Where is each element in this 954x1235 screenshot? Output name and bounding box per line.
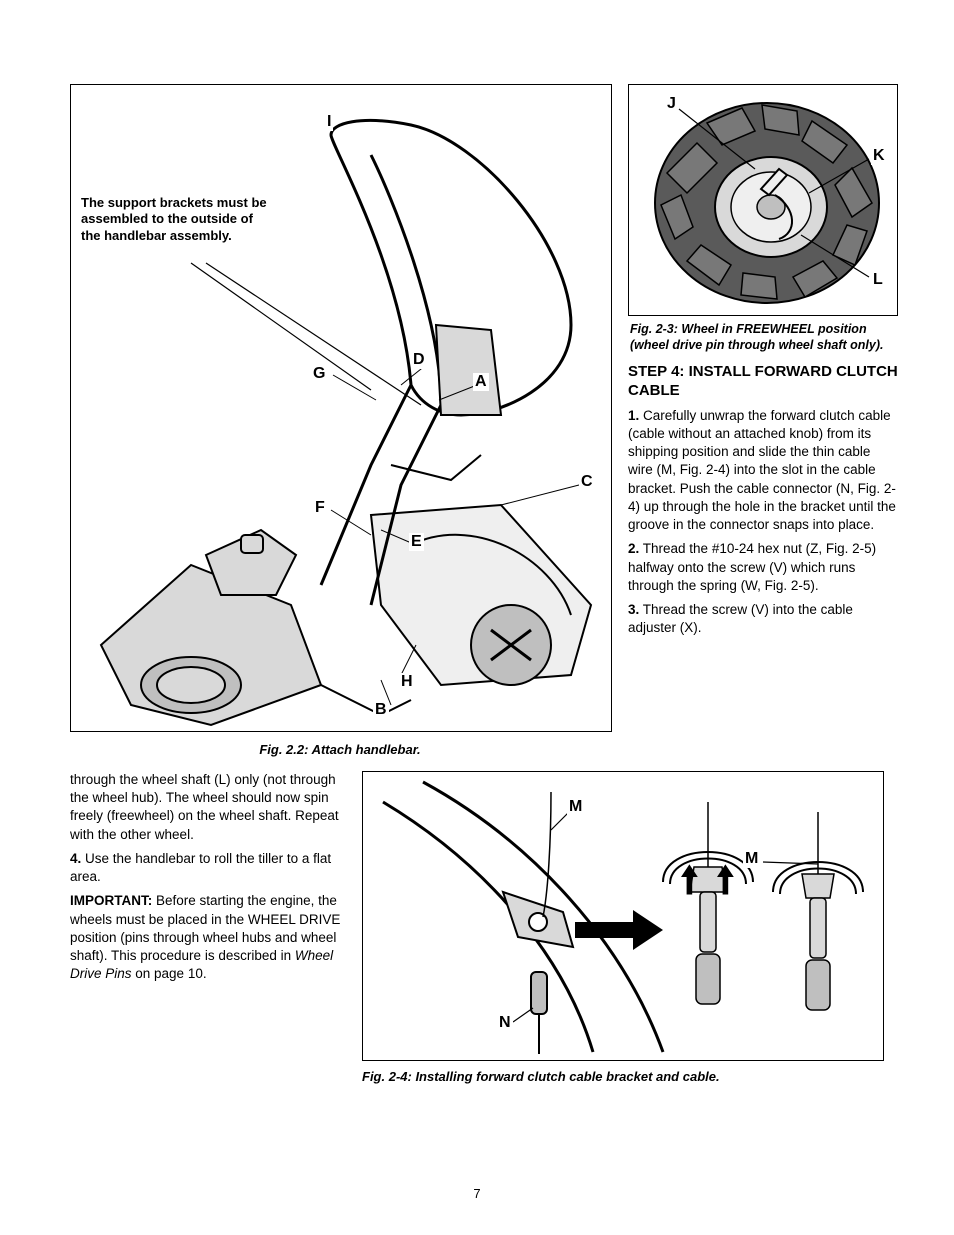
fig24-caption: Fig. 2-4: Installing forward clutch cabl… [362,1069,884,1084]
page-number: 7 [0,1186,954,1201]
clutch-cable-illustration [363,772,883,1060]
fig24-label-M1: M [567,798,584,816]
step4-p2-lead: 2. [628,541,639,556]
step4-p1-body: Carefully unwrap the forward clutch cabl… [628,408,896,532]
fig24-label-M2: M [743,850,760,868]
step4-p2-body: Thread the #10-24 hex nut (Z, Fig. 2-5) … [628,541,876,592]
fig22-label-D: D [411,351,427,369]
fig23-label-L: L [871,271,885,289]
fig22-note: The support brackets must be assembled t… [81,195,271,244]
left-imp-b: on page 10. [132,966,207,981]
fig22-block: The support brackets must be assembled t… [70,84,612,757]
fig22-label-A: A [473,373,489,391]
right-column: J K L Fig. 2-3: Wheel in FREEWHEEL posit… [628,84,898,637]
fig22-label-G: G [311,365,327,383]
manual-page: The support brackets must be assembled t… [0,0,954,1235]
step4-p2: 2. Thread the #10-24 hex nut (Z, Fig. 2-… [628,540,898,595]
left-imp-lead: IMPORTANT: [70,893,152,908]
fig22-label-B: B [373,701,389,719]
fig22-caption: Fig. 2.2: Attach handlebar. [70,742,610,757]
left-p4: 4. Use the handlebar to roll the tiller … [70,850,346,886]
fig24-label-N: N [497,1014,513,1032]
step4-p1: 1. Carefully unwrap the forward clutch c… [628,407,898,535]
left-important: IMPORTANT: Before starting the engine, t… [70,892,346,983]
left-p4-lead: 4. [70,851,81,866]
fig23-label-K: K [871,147,887,165]
top-row: The support brackets must be assembled t… [70,84,884,757]
step4-heading: STEP 4: INSTALL FORWARD CLUTCH CABLE [628,363,898,401]
fig22-label-H: H [399,673,415,691]
step4-p3-lead: 3. [628,602,639,617]
step4-p3-body: Thread the screw (V) into the cable adju… [628,602,853,635]
left-body-col: through the wheel shaft (L) only (not th… [70,771,346,983]
tiller-illustration [71,85,611,731]
fig22-label-E: E [409,533,424,551]
fig22-label-F: F [313,499,327,517]
left-p4-body: Use the handlebar to roll the tiller to … [70,851,331,884]
fig23-label-J: J [665,95,678,113]
fig24-block: M M N Fig. 2-4: Installing forward clutc… [362,771,884,1084]
fig23-box: J K L [628,84,898,316]
fig22-label-C: C [579,473,595,491]
fig22-label-I: I [325,113,333,131]
fig24-box: M M N [362,771,884,1061]
fig22-box: The support brackets must be assembled t… [70,84,612,732]
bottom-row: through the wheel shaft (L) only (not th… [70,771,884,1084]
fig23-caption: Fig. 2-3: Wheel in FREEWHEEL position (w… [630,322,898,353]
wheel-illustration [629,85,897,315]
step4-p1-lead: 1. [628,408,639,423]
left-cont: through the wheel shaft (L) only (not th… [70,771,346,844]
step4-p3: 3. Thread the screw (V) into the cable a… [628,601,898,637]
